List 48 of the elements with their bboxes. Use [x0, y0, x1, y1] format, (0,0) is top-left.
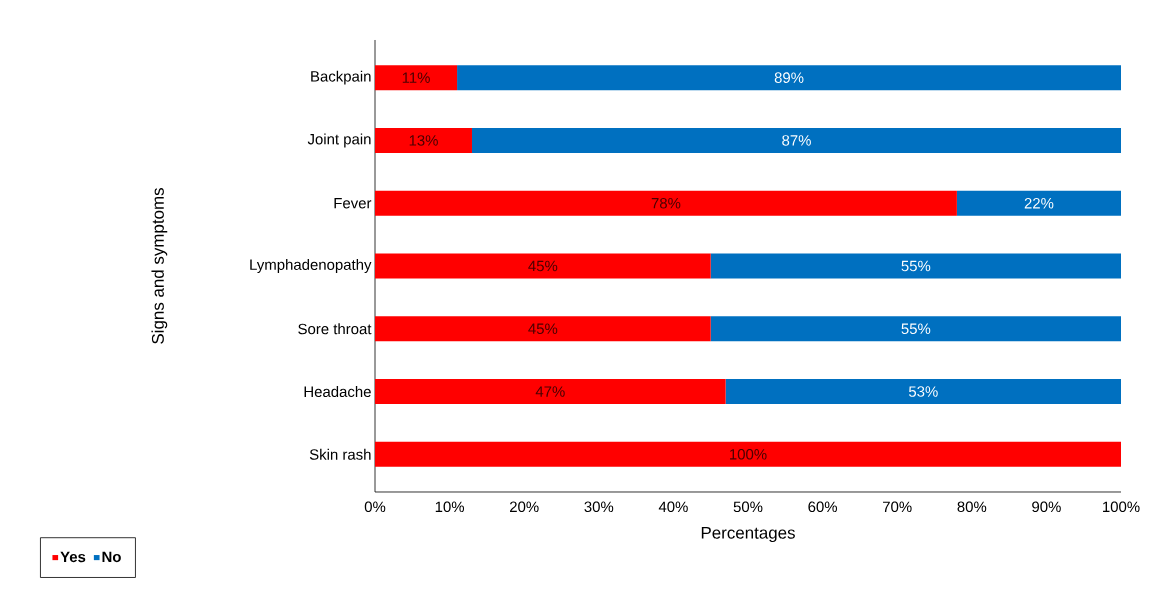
- data-label: 55%: [901, 323, 931, 335]
- y-axis-title: Signs and symptoms: [151, 188, 168, 344]
- bar: [375, 441, 1122, 467]
- x-tick-label: 0%: [364, 501, 386, 513]
- bar: [375, 127, 472, 153]
- x-tick-label: 60%: [808, 501, 838, 513]
- bar: [471, 127, 1122, 153]
- y-tick-label: Joint pain: [307, 133, 371, 148]
- data-label: 22%: [1024, 197, 1054, 209]
- data-label: 45%: [528, 323, 558, 335]
- bar: [375, 190, 957, 216]
- data-label: 89%: [774, 72, 804, 83]
- bar: [375, 253, 711, 279]
- y-tick-label: Fever: [334, 198, 372, 209]
- y-tick-label: Sore throat: [298, 323, 372, 335]
- data-label: 78%: [651, 197, 681, 209]
- data-label: 13%: [409, 135, 438, 146]
- data-label: 47%: [535, 386, 565, 397]
- bar: [710, 253, 1122, 279]
- legend-label: No: [102, 551, 121, 563]
- x-tick-label: 90%: [1032, 501, 1061, 513]
- bar: [725, 379, 1122, 405]
- bar: [956, 190, 1122, 216]
- bar: [710, 316, 1122, 342]
- data-label: 87%: [782, 135, 811, 146]
- x-tick-label: 20%: [510, 501, 539, 513]
- y-tick-label: Backpain: [311, 70, 371, 85]
- data-label: 100%: [730, 449, 767, 460]
- x-tick-label: 50%: [733, 501, 763, 513]
- x-tick-label: 70%: [883, 501, 912, 513]
- data-label: 55%: [901, 260, 931, 272]
- legend-label: Yes: [60, 551, 86, 563]
- bar: [375, 379, 726, 405]
- data-label: 11%: [402, 72, 430, 83]
- data-label: 45%: [528, 260, 558, 272]
- data-label: 53%: [908, 386, 938, 397]
- x-tick-label: 100%: [1103, 501, 1140, 513]
- x-tick-label: 10%: [435, 501, 465, 513]
- x-tick-label: 30%: [584, 501, 614, 513]
- y-tick-label: Lymphadenopathy: [250, 259, 372, 273]
- x-axis-title: Percentages: [701, 526, 795, 543]
- bar: [457, 65, 1122, 91]
- x-tick-label: 40%: [658, 501, 688, 513]
- x-tick-label: 80%: [957, 501, 987, 513]
- y-tick-label: Skin rash: [309, 448, 371, 460]
- y-tick-label: Headache: [304, 386, 371, 398]
- bar: [375, 316, 711, 342]
- bar: [375, 65, 458, 91]
